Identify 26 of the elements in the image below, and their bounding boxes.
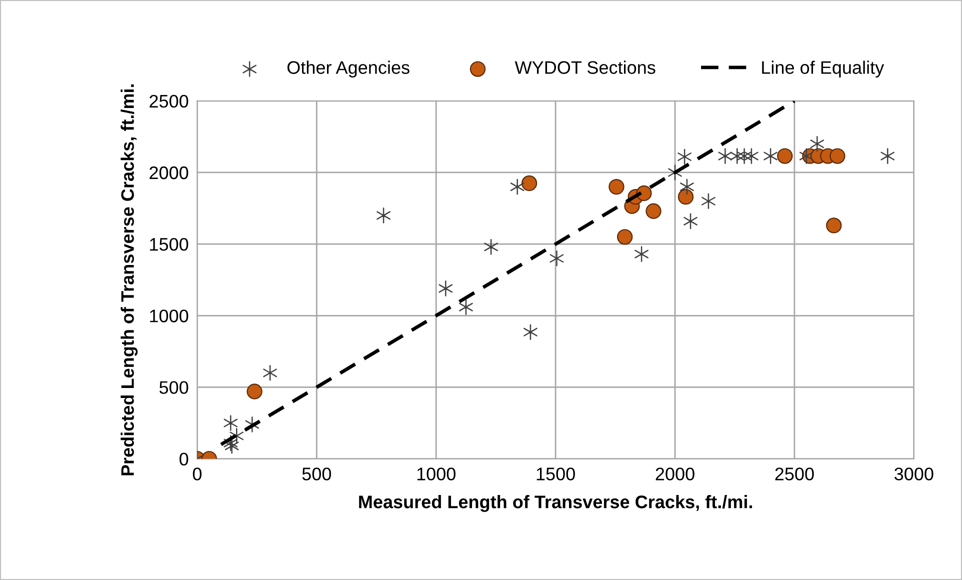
legend-label: Line of Equality	[762, 60, 884, 78]
x-tick-label: 1500	[536, 468, 575, 480]
y-tick-label: 2500	[150, 94, 188, 108]
y-tick-label: 1500	[150, 238, 188, 251]
point	[616, 229, 633, 245]
y-tick-label: 2000	[150, 166, 188, 180]
x-tick-label: 1000	[417, 468, 456, 480]
x-tick-label: 500	[302, 468, 332, 480]
point	[826, 218, 842, 234]
point	[246, 384, 262, 400]
x-axis-title: Measured Length of Transverse Cracks, ft./mi.	[359, 495, 752, 512]
point	[521, 175, 538, 192]
x-tick-label: 0	[192, 468, 202, 480]
point	[678, 188, 694, 205]
x-tick-label: 2000	[656, 468, 694, 480]
point	[646, 203, 662, 219]
point	[777, 148, 793, 164]
y-tick-label: 0	[180, 452, 188, 466]
y-tick-label: 500	[159, 381, 188, 394]
point	[608, 178, 624, 195]
legend-label: WYDOT Sections	[514, 60, 656, 74]
y-axis-title: Predicted Length of Transverse Cracks, ft./mi.	[120, 84, 138, 476]
y-tick-label: 1000	[150, 310, 188, 322]
point	[830, 148, 846, 164]
x-tick-label: 2500	[775, 468, 814, 480]
x-tick-label: 3000	[894, 468, 934, 480]
